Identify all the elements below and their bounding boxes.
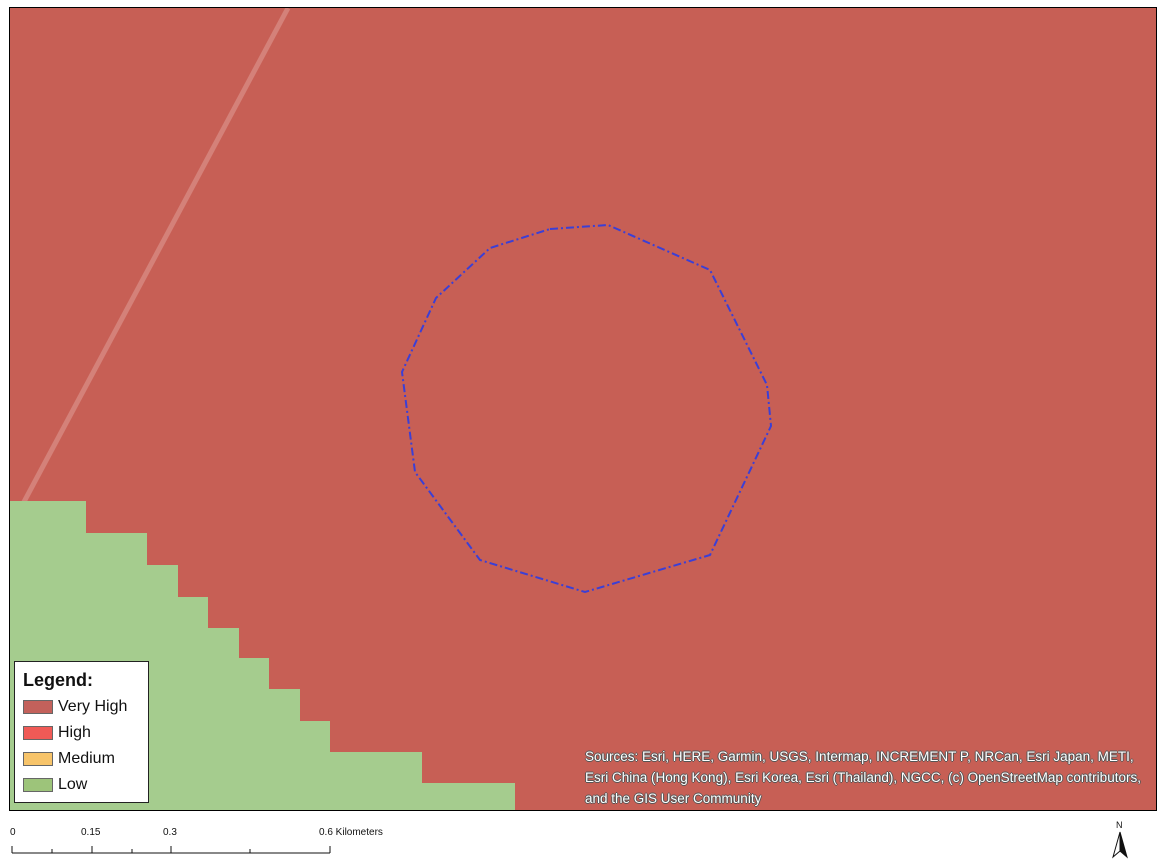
scale-tick-label: 0.15 <box>81 827 101 838</box>
legend-item-very-high: Very High <box>23 694 140 720</box>
legend-label: Very High <box>58 698 128 715</box>
legend: Legend: Very High High Medium Low <box>14 661 149 803</box>
scale-tick-label: 0 <box>10 827 16 838</box>
road-line <box>10 8 291 530</box>
scale-tick-label: 0.6 Kilometers <box>319 827 383 838</box>
legend-swatch <box>23 726 53 740</box>
legend-item-high: High <box>23 720 140 746</box>
legend-label: Low <box>58 776 88 793</box>
north-label: N <box>1116 820 1123 830</box>
legend-swatch <box>23 700 53 714</box>
legend-swatch <box>23 778 53 792</box>
north-arrow-icon <box>1112 831 1128 859</box>
map-canvas <box>10 8 1156 810</box>
scale-bar <box>11 846 331 854</box>
legend-item-low: Low <box>23 772 140 798</box>
legend-item-medium: Medium <box>23 746 140 772</box>
legend-label: Medium <box>58 750 115 767</box>
legend-title: Legend: <box>23 670 93 690</box>
map-view[interactable] <box>9 7 1157 811</box>
site-boundary <box>400 223 773 594</box>
legend-label: High <box>58 724 91 741</box>
attribution-text: Sources: Esri, HERE, Garmin, USGS, Inter… <box>585 749 1141 806</box>
legend-swatch <box>23 752 53 766</box>
scale-tick-label: 0.3 <box>163 827 177 838</box>
